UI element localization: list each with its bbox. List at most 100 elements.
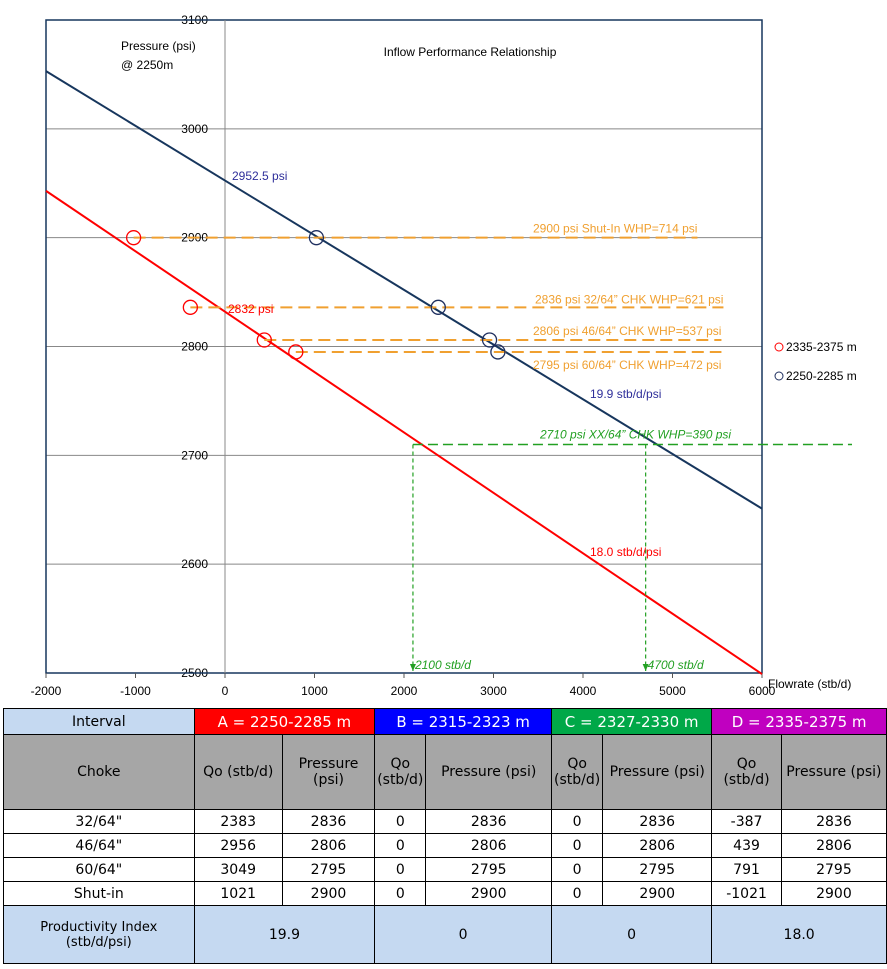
table-cell: 2383: [193, 809, 283, 834]
table-cell: 0: [551, 833, 604, 858]
table-cell: 2795: [602, 857, 713, 882]
table-cell: 0: [374, 857, 427, 882]
arrow-head: [642, 664, 649, 671]
table-cell: 2900: [780, 881, 887, 906]
slope-label: 19.9 stb/d/psi: [590, 387, 661, 401]
x-tick-label: 2000: [391, 684, 418, 698]
table-cell: 2806: [281, 833, 376, 858]
data-point: [308, 230, 325, 246]
legend-label: 2250-2285 m: [786, 369, 857, 383]
table-row: Shut-in 1021 2900 0 2900 0 2900 -1021 2900: [3, 881, 887, 906]
table-cell: -387: [711, 809, 782, 834]
intercept-label: 2952.5 psi: [232, 169, 287, 183]
table-cell: 2806: [602, 833, 713, 858]
table-cell: 2836: [780, 809, 887, 834]
y-tick-label: 2700: [181, 448, 208, 462]
table-cell: 2795: [281, 857, 376, 882]
table-cell: 2836: [425, 809, 553, 834]
x-tick-label: -1000: [120, 684, 151, 698]
target-drop-label: 4700 stb/d: [648, 658, 704, 672]
y-tick-label: 2600: [181, 557, 208, 571]
table-cell: B = 2315-2323 m: [374, 708, 553, 735]
table-cell: Interval: [3, 708, 195, 735]
table-row: 46/64" 2956 2806 0 2806 0 2806 439 2806: [3, 833, 887, 858]
data-point: [288, 344, 304, 360]
y-tick-label: 2800: [181, 340, 208, 354]
table-cell: Productivity Index (stb/d/psi): [3, 905, 195, 964]
table-cell: 18.0: [711, 905, 887, 964]
table-cell: 0: [374, 905, 553, 964]
table-cell: 0: [374, 833, 427, 858]
x-axis-label: Flowrate (stb/d): [768, 677, 851, 691]
table-cell: Pressure (psi): [602, 734, 713, 810]
table-cell: 2795: [425, 857, 553, 882]
slope-label: 18.0 stb/d/psi: [590, 545, 661, 559]
annotation: 2806 psi 46/64” CHK WHP=537 psi: [533, 324, 721, 338]
table-cell: 60/64": [3, 857, 195, 882]
table-cell: Qo (stb/d): [193, 734, 283, 810]
table-cell: 2806: [780, 833, 887, 858]
table-cell: -1021: [711, 881, 782, 906]
fit-line: [45, 190, 763, 675]
x-tick-label: 5000: [659, 684, 686, 698]
chart-title: Inflow Performance Relationship: [384, 45, 557, 59]
table-cell: 791: [711, 857, 782, 882]
data-point: [430, 299, 446, 315]
target-drop-label: 2100 stb/d: [414, 658, 471, 672]
table-cell: Shut-in: [3, 881, 195, 906]
table-row: Productivity Index (stb/d/psi) 19.9 0 0 18.0: [3, 905, 887, 964]
table-cell: A = 2250-2285 m: [193, 708, 376, 735]
table-cell: Qo (stb/d): [711, 734, 782, 810]
table-cell: 0: [551, 857, 604, 882]
data-point: [490, 344, 506, 360]
legend-marker: [774, 371, 784, 381]
table-cell: Qo (stb/d): [374, 734, 427, 810]
x-tick-label: 1000: [301, 684, 328, 698]
table-cell: 1021: [193, 881, 283, 906]
table-row: 60/64" 3049 2795 0 2795 0 2795 791 2795: [3, 857, 887, 882]
table-cell: 2836: [281, 809, 376, 834]
table-cell: 0: [374, 809, 427, 834]
table-cell: 3049: [193, 857, 283, 882]
x-tick-label: 6000: [749, 684, 776, 698]
table-cell: Choke: [3, 734, 195, 810]
annotation: 2900 psi Shut-In WHP=714 psi: [533, 222, 697, 236]
table-cell: Pressure (psi): [281, 734, 376, 810]
table-cell: 19.9: [193, 905, 376, 964]
legend-label: 2335-2375 m: [786, 340, 857, 354]
table-cell: 0: [374, 881, 427, 906]
y-axis-label: Pressure (psi): [121, 39, 196, 53]
data-point: [125, 230, 142, 246]
x-tick-label: -2000: [31, 684, 62, 698]
table-cell: Pressure (psi): [425, 734, 553, 810]
table-cell: 2836: [602, 809, 713, 834]
table-cell: 0: [551, 881, 604, 906]
data-point: [182, 299, 199, 315]
y-axis-label: @ 2250m: [121, 58, 173, 72]
table-cell: 0: [551, 809, 604, 834]
table-cell: D = 2335-2375 m: [711, 708, 887, 735]
table-cell: C = 2327-2330 m: [551, 708, 713, 735]
table-row: 32/64" 2383 2836 0 2836 0 2836 -387 2836: [3, 809, 887, 834]
table-cell: Pressure (psi): [780, 734, 887, 810]
legend-marker: [774, 342, 784, 352]
x-tick-label: 0: [222, 684, 229, 698]
fit-line: [45, 70, 763, 510]
annotation: 2836 psi 32/64” CHK WHP=621 psi: [535, 292, 723, 306]
table-cell: 2900: [602, 881, 713, 906]
table-cell: Qo (stb/d): [551, 734, 604, 810]
x-tick-label: 4000: [570, 684, 597, 698]
table-cell: 2900: [281, 881, 376, 906]
table-cell: 0: [551, 905, 713, 964]
table-cell: 32/64": [3, 809, 195, 834]
x-tick-label: 3000: [480, 684, 507, 698]
data-point: [481, 332, 498, 348]
table-row: Choke Qo (stb/d) Pressure (psi) Qo (stb/d) P…: [3, 734, 887, 810]
intercept-label: 2832 psi: [228, 302, 273, 316]
data-point: [256, 332, 272, 348]
table-cell: 439: [711, 833, 782, 858]
